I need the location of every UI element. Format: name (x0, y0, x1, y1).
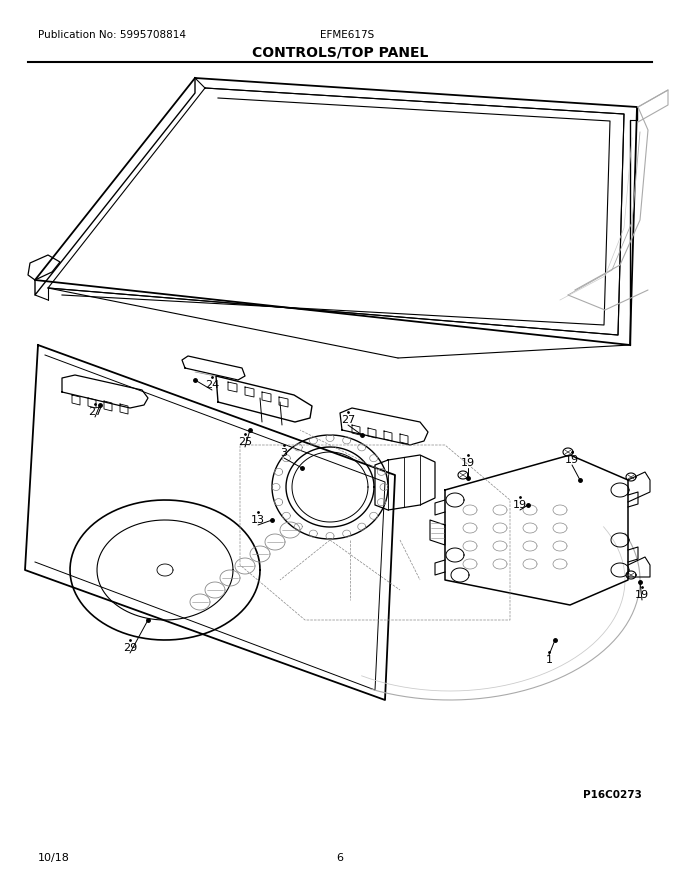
Text: 10/18: 10/18 (38, 853, 70, 863)
Text: 25: 25 (238, 437, 252, 447)
Text: 13: 13 (251, 515, 265, 525)
Text: Publication No: 5995708814: Publication No: 5995708814 (38, 30, 186, 40)
Text: EFME617S: EFME617S (320, 30, 374, 40)
Text: 27: 27 (341, 415, 355, 425)
Polygon shape (157, 564, 173, 576)
Text: 24: 24 (205, 380, 219, 390)
Polygon shape (286, 447, 374, 527)
Text: 29: 29 (123, 643, 137, 653)
Text: 1: 1 (545, 655, 552, 665)
Text: 19: 19 (565, 455, 579, 465)
Text: 6: 6 (337, 853, 343, 863)
Text: CONTROLS/TOP PANEL: CONTROLS/TOP PANEL (252, 45, 428, 59)
Text: 19: 19 (461, 458, 475, 468)
Text: 3: 3 (280, 448, 288, 458)
Text: 27: 27 (88, 407, 102, 417)
Text: 19: 19 (635, 590, 649, 600)
Text: 19: 19 (513, 500, 527, 510)
Text: P16C0273: P16C0273 (583, 790, 642, 800)
